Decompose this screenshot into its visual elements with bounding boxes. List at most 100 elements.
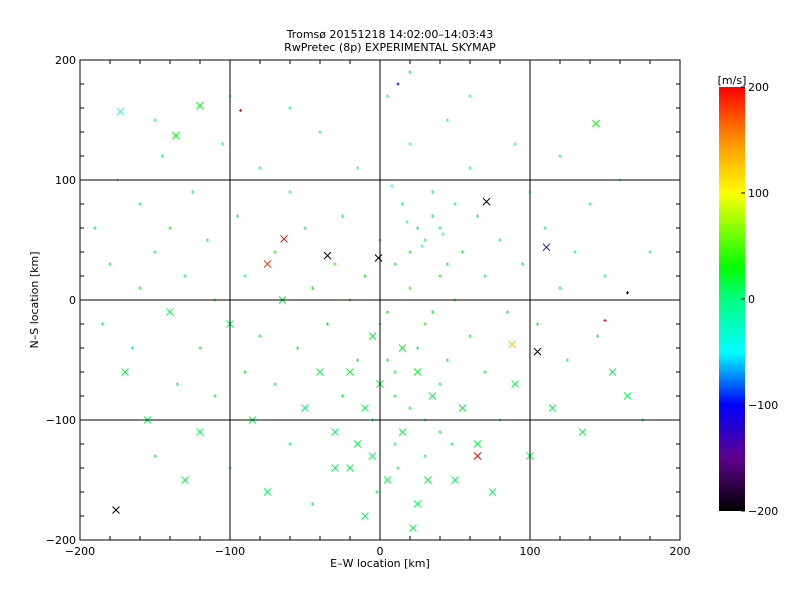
cross-marker [280,234,288,243]
plus-marker [648,250,652,254]
plus-marker [296,346,299,350]
colorbar-tick-label: 100 [748,187,769,200]
cross-marker [346,464,354,472]
colorbar-gradient [719,87,745,511]
colorbar-label: [m/s] [718,74,747,87]
plus-marker [101,322,104,326]
y-tick-label: 0 [69,294,76,307]
plus-marker [386,94,389,98]
plus-marker [363,274,367,278]
plus-marker [566,358,569,362]
plus-marker [393,262,397,266]
cross-marker [196,101,204,110]
cross-marker [488,488,497,496]
plus-marker [168,226,172,230]
plus-marker [506,310,509,314]
cross-marker [542,243,551,252]
plus-marker [131,346,134,350]
cross-marker [578,428,587,436]
cross-marker [116,107,125,116]
colorbar-tick-label: −200 [748,505,778,518]
plus-marker [393,394,397,398]
plus-marker [543,226,547,230]
colorbar: [m/s] 200 100 0 −100 −200 [718,74,779,518]
plus-marker [453,202,457,206]
plus-marker [423,454,427,458]
plus-marker [588,202,592,206]
cross-marker [533,347,542,356]
plus-marker [438,382,442,386]
plus-marker [206,238,209,242]
cross-marker [374,254,383,262]
plus-marker [108,262,112,266]
plus-marker [239,108,242,112]
cross-marker [346,368,354,376]
plus-marker [273,382,277,386]
plus-marker [176,382,179,386]
plus-marker [408,286,412,290]
plus-marker [603,318,607,322]
plus-marker [356,166,359,170]
plus-marker [476,214,479,218]
plus-marker [441,232,445,236]
plus-marker [153,118,157,122]
y-tick-label: −100 [46,414,76,427]
plus-marker [393,370,397,374]
y-tick-label: −200 [46,534,76,547]
x-axis: −200 −100 0 100 200 [65,60,691,558]
cross-marker [263,488,272,496]
cross-marker [196,428,204,436]
colorbar-tick-label: 0 [748,293,755,306]
cross-marker [608,368,617,376]
plus-marker [198,346,202,350]
plus-marker [498,238,502,242]
plus-marker [431,310,434,314]
plus-marker [333,262,337,266]
plus-marker [483,370,487,374]
cross-marker [623,392,632,400]
plus-marker [446,358,449,362]
cross-marker [511,380,519,388]
plus-marker [243,370,247,374]
plus-marker [513,142,517,146]
colorbar-ticks: 200 100 0 −100 −200 [741,81,778,518]
plus-marker [431,190,434,194]
cross-marker [331,464,339,472]
plus-marker [213,394,217,398]
plus-marker [303,226,307,230]
cross-marker [398,428,407,436]
plus-marker [93,226,97,230]
y-tick-label: 200 [55,54,76,67]
cross-marker [473,452,482,460]
plus-marker [153,454,157,458]
plus-marker [596,334,599,338]
plus-marker [573,250,577,254]
plus-marker [288,106,292,110]
cross-marker [368,452,377,460]
cross-marker [413,368,422,376]
plus-marker [405,220,409,224]
x-axis-label: E–W location [km] [330,557,430,570]
plus-marker [401,202,404,206]
plus-marker [318,130,322,134]
plus-marker [446,118,449,122]
plus-marker [468,334,472,338]
plus-marker [356,358,359,362]
cross-marker [592,119,600,128]
cross-marker [323,251,332,260]
plus-marker [153,250,157,254]
cross-marker [181,476,189,484]
plus-marker [431,214,434,218]
plus-marker [408,250,412,254]
plus-marker [311,502,314,506]
cross-marker [263,260,272,268]
plus-marker [161,154,164,158]
plus-marker [236,214,239,218]
plus-marker [558,286,562,290]
cross-marker [409,524,417,532]
plus-marker [438,274,442,278]
cross-marker [368,332,377,340]
chart-title: Tromsø 20151218 14:02:00–14:03:43 [286,28,494,41]
cross-marker [383,476,392,484]
plus-marker [416,346,419,350]
